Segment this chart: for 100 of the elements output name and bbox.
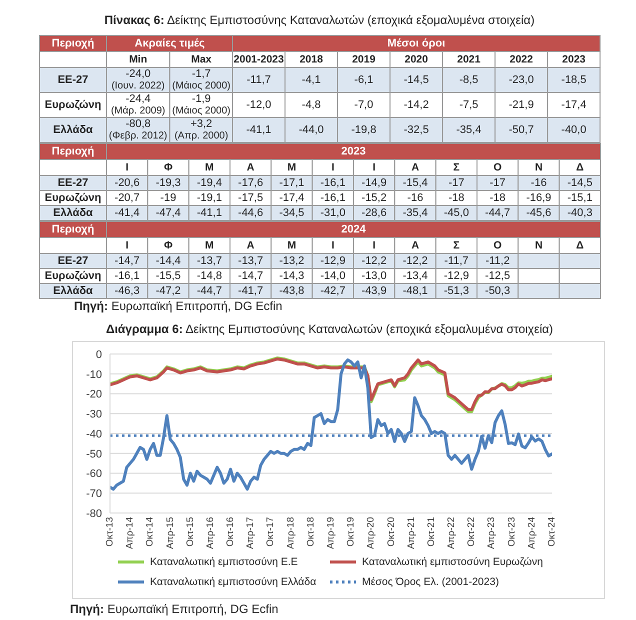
data-label: -12,9 xyxy=(320,255,346,267)
x-tick-label: 2020 xyxy=(405,54,429,66)
x-tick-label: Απρ-17 xyxy=(245,517,256,550)
data-label: -15,5 xyxy=(156,270,181,282)
data-label: -41,7 xyxy=(238,285,264,297)
x-tick-label: Απρ-21 xyxy=(406,517,417,550)
data-label: -16 xyxy=(407,192,424,204)
data-label: -17 xyxy=(448,177,464,189)
data-label: -17,4 xyxy=(279,192,304,204)
x-tick-label: Οκτ-24 xyxy=(546,517,558,547)
data-label: -41,1 xyxy=(196,207,222,219)
x-tick-label: Απρ-20 xyxy=(366,517,377,550)
x-tick-label: 2023 xyxy=(562,54,586,66)
data-label: -15,4 xyxy=(402,177,428,189)
x-tick-label: Οκτ-17 xyxy=(265,517,276,547)
data-label: -35,4 xyxy=(456,124,482,136)
x-tick-label: Απρ-23 xyxy=(486,517,498,550)
x-tick-label: Δ xyxy=(576,240,584,252)
x-tick-label: Οκτ-19 xyxy=(346,517,357,547)
data-label: -24,4 xyxy=(126,93,151,105)
x-tick-label: Απρ-22 xyxy=(446,517,458,550)
y-tick-label: -10 xyxy=(86,368,102,381)
data-label: -14,7 xyxy=(238,270,264,282)
x-tick-label: Ι xyxy=(126,162,129,174)
data-label: -1,9 xyxy=(192,93,211,105)
x-tick-label: Ο xyxy=(493,240,502,252)
data-label: -17,1 xyxy=(279,177,304,189)
data-label: -43,9 xyxy=(362,285,387,297)
data-label: -41,4 xyxy=(114,207,140,219)
y-tick-label: -70 xyxy=(86,488,102,500)
y-axis-title: Περιοχή xyxy=(52,146,94,158)
data-label: -32,5 xyxy=(404,124,430,136)
x-tick-label: Οκτ-21 xyxy=(426,517,437,547)
x-tick-label: Απρ-14 xyxy=(124,517,136,550)
data-label: -14,7 xyxy=(114,255,140,267)
data-label: -13,7 xyxy=(238,255,264,267)
legend-label: Καταναλωτική εμπιστοσύνη Ευρωζώνη xyxy=(362,556,543,568)
data-label: -44,0 xyxy=(299,124,324,136)
x-tick-label: Α xyxy=(411,240,420,252)
legend-label: Καταναλωτική εμπιστοσύνη Ε.Ε xyxy=(150,556,298,568)
x-tick-label: Απρ-18 xyxy=(285,517,296,550)
x-tick-label: Απρ-24 xyxy=(526,517,538,550)
x-tick-label: Μ xyxy=(205,162,214,174)
x-axis-title: Ακραίες τιμές xyxy=(134,38,206,50)
data-label: -43,8 xyxy=(279,285,304,297)
data-label: -14,2 xyxy=(404,99,430,111)
data-label: -6,1 xyxy=(354,74,374,86)
data-label: -20,6 xyxy=(114,177,140,189)
data-label: -11,7 xyxy=(247,74,272,86)
x-tick-label: Max xyxy=(191,54,212,66)
data-label: -7,0 xyxy=(354,99,374,111)
data-label: -7,5 xyxy=(460,99,479,111)
x-tick-label: Ι xyxy=(126,240,129,252)
x-tick-label: Ι xyxy=(331,240,334,252)
x-tick-label: Min xyxy=(129,54,148,66)
x-tick-label: 2021 xyxy=(458,54,482,66)
y-tick-label: -50 xyxy=(86,448,102,460)
data-label: -18,5 xyxy=(562,74,587,86)
y-tick-label: -40 xyxy=(86,428,102,440)
data-label: -14,8 xyxy=(196,270,222,282)
text: Πηγή: Ευρωπαϊκή Επιτροπή, DG Ecfin xyxy=(73,299,284,313)
x-tick-label: Οκτ-23 xyxy=(506,517,518,547)
x-tick-label: Σ xyxy=(453,162,460,174)
data-label: -34,5 xyxy=(279,207,304,219)
data-label: -16,1 xyxy=(114,270,140,282)
x-tick-label: Φ xyxy=(164,240,173,252)
x-tick-label: Α xyxy=(246,240,255,252)
data-label: -4,1 xyxy=(302,74,322,86)
annotation: (Μάιος 2000) xyxy=(172,106,231,116)
data-label: -19 xyxy=(160,192,176,204)
data-label: -4,8 xyxy=(302,99,322,111)
data-label: -44,7 xyxy=(196,285,222,297)
data-label: -15,2 xyxy=(362,192,387,204)
data-label: -15,1 xyxy=(567,192,592,204)
x-tick-label: Οκτ-13 xyxy=(104,517,116,547)
y-tick-label: -80 xyxy=(86,508,102,520)
data-label: -40,3 xyxy=(567,207,592,219)
x-tick-label: Ι xyxy=(372,162,376,174)
data-label: -42,7 xyxy=(320,285,346,297)
data-label: -14,9 xyxy=(362,177,387,189)
data-label: -17,4 xyxy=(562,99,587,111)
data-label: -16,1 xyxy=(320,177,346,189)
data-label: -51,3 xyxy=(444,285,469,297)
x-tick-label: Μ xyxy=(287,240,296,252)
data-label: -13,4 xyxy=(402,270,428,282)
x-tick-label: 2019 xyxy=(352,54,376,66)
data-label: -14,0 xyxy=(320,270,346,282)
data-label: -45,6 xyxy=(526,207,552,219)
data-label: -50,7 xyxy=(509,124,534,136)
data-label: -14,4 xyxy=(156,255,181,267)
legend-label: Καταναλωτική εμπιστοσύνη Ελλάδα xyxy=(150,576,316,588)
data-label: -19,8 xyxy=(352,124,377,136)
data-label: -50,3 xyxy=(485,285,510,297)
y-axis-title: Περιοχή xyxy=(52,38,94,50)
data-label: -41,1 xyxy=(246,124,272,136)
y-tick-label: Ευρωζώνη xyxy=(44,192,102,204)
data-label: -12,9 xyxy=(444,270,469,282)
data-label: -14,5 xyxy=(567,177,592,189)
data-label: -14,5 xyxy=(404,74,430,86)
data-label: -45,0 xyxy=(444,207,469,219)
